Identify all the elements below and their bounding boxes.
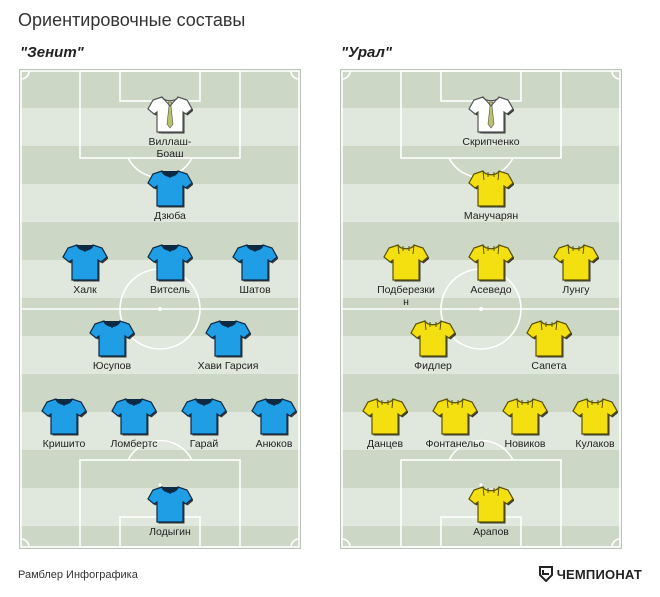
- jersey-icon: [468, 486, 514, 524]
- player-card: Фидлер: [393, 318, 473, 372]
- player-name: Ломбертс: [110, 438, 158, 450]
- jersey-icon: [147, 486, 193, 524]
- pitch-markings: [341, 70, 621, 548]
- player-name: Анюков: [255, 438, 293, 450]
- jersey-icon: [502, 398, 548, 436]
- jersey-icon: [572, 398, 618, 436]
- player-name: Шатов: [239, 284, 271, 296]
- player-card: Халк: [45, 242, 125, 296]
- jersey-icon: [468, 244, 514, 282]
- player-card: Кулаков: [555, 396, 621, 450]
- player-card: Сапета: [509, 318, 589, 372]
- pitch-ural: Скрипченко Манучарян Подберезки н Асеведо Лу…: [341, 70, 621, 548]
- jersey-icon: [383, 244, 429, 282]
- player-name: Сапета: [531, 360, 567, 372]
- player-name: Подберезки н: [377, 284, 435, 308]
- player-name: Новиков: [504, 438, 546, 450]
- team-name-zenit: "Зенит": [20, 44, 84, 61]
- player-name: Арапов: [473, 526, 509, 538]
- pitch-zenit: Виллаш- Боаш Дзюба Халк Витсель Шатов Юсупов Х…: [20, 70, 300, 548]
- player-card: Новиков: [485, 396, 565, 450]
- player-card: Скрипченко: [451, 94, 531, 148]
- jersey-icon: [147, 96, 193, 134]
- player-card: Данцев: [345, 396, 425, 450]
- brand-name: ЧЕМПИОНАТ: [556, 566, 642, 582]
- jersey-icon: [251, 398, 297, 436]
- player-name: Юсупов: [92, 360, 132, 372]
- player-card: Манучарян: [451, 168, 531, 222]
- player-card: Витсель: [130, 242, 210, 296]
- player-name: Скрипченко: [462, 136, 520, 148]
- jersey-icon: [362, 398, 408, 436]
- player-name: Лунгу: [562, 284, 590, 296]
- player-name: Витсель: [150, 284, 190, 296]
- player-name: Асеведо: [470, 284, 512, 296]
- player-card: Ломбертс: [94, 396, 174, 450]
- player-name: Гарай: [189, 438, 219, 450]
- jersey-icon: [205, 320, 251, 358]
- player-card: Асеведо: [451, 242, 531, 296]
- player-card: Дзюба: [130, 168, 210, 222]
- player-card: Подберезки н: [366, 242, 446, 308]
- player-card: Хави Гарсия: [188, 318, 268, 372]
- jersey-icon: [111, 398, 157, 436]
- player-name: Дзюба: [154, 210, 186, 222]
- player-name: Халк: [73, 284, 97, 296]
- player-name: Лодыгин: [149, 526, 191, 538]
- player-name: Фидлер: [414, 360, 452, 372]
- player-name: Виллаш- Боаш: [148, 136, 192, 160]
- jersey-icon: [147, 244, 193, 282]
- jersey-icon: [468, 170, 514, 208]
- championat-logo-icon: [538, 566, 553, 582]
- jersey-icon: [41, 398, 87, 436]
- player-card: Арапов: [451, 484, 531, 538]
- player-card: Юсупов: [72, 318, 152, 372]
- footer-source: Рамблер Инфографика: [18, 569, 138, 581]
- player-name: Манучарян: [463, 210, 519, 222]
- player-card: Кришито: [24, 396, 104, 450]
- player-card: Лунгу: [536, 242, 616, 296]
- page-title: Ориентировочные составы: [18, 10, 246, 30]
- jersey-icon: [410, 320, 456, 358]
- jersey-icon: [181, 398, 227, 436]
- player-name: Кришито: [42, 438, 86, 450]
- player-name: Кулаков: [575, 438, 615, 450]
- player-card: Лодыгин: [130, 484, 210, 538]
- jersey-icon: [468, 96, 514, 134]
- player-card: Шатов: [215, 242, 295, 296]
- jersey-icon: [553, 244, 599, 282]
- player-card: Гарай: [164, 396, 244, 450]
- team-name-ural: "Урал": [341, 44, 393, 61]
- jersey-icon: [62, 244, 108, 282]
- jersey-icon: [232, 244, 278, 282]
- pitch-markings: [20, 70, 300, 548]
- player-card: Фонтанельо: [415, 396, 495, 450]
- jersey-icon: [147, 170, 193, 208]
- player-name: Хави Гарсия: [197, 360, 259, 372]
- player-card: Анюков: [234, 396, 300, 450]
- brand-logo: ЧЕМПИОНАТ: [538, 566, 642, 582]
- player-name: Данцев: [366, 438, 404, 450]
- jersey-icon: [526, 320, 572, 358]
- jersey-icon: [432, 398, 478, 436]
- jersey-icon: [89, 320, 135, 358]
- player-card: Виллаш- Боаш: [130, 94, 210, 160]
- player-name: Фонтанельо: [425, 438, 485, 450]
